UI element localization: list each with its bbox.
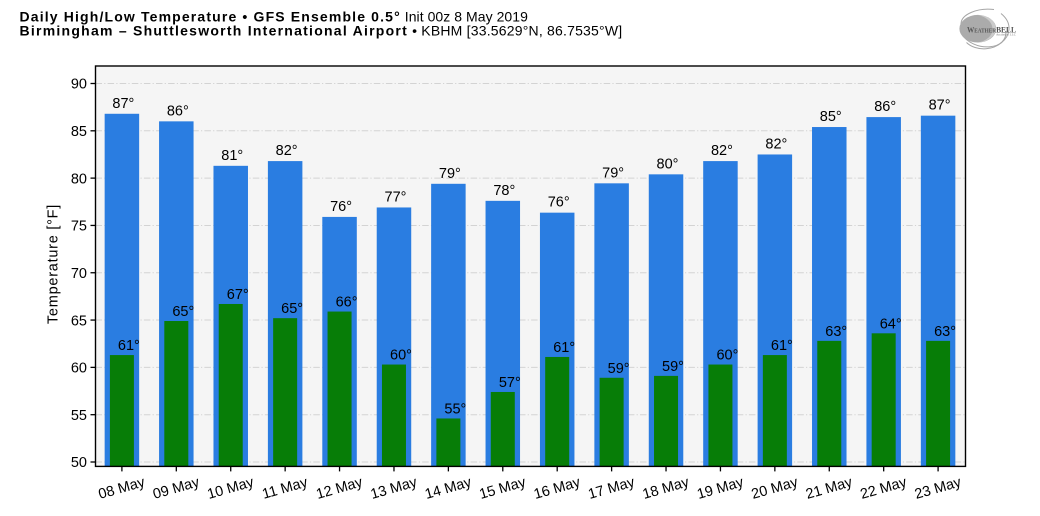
svg-text:82°: 82° <box>765 136 787 152</box>
svg-text:59°: 59° <box>662 359 684 375</box>
svg-text:55: 55 <box>71 408 87 424</box>
svg-text:75: 75 <box>71 219 87 235</box>
svg-text:60°: 60° <box>716 348 738 364</box>
svg-text:55°: 55° <box>444 401 466 417</box>
svg-text:70: 70 <box>71 266 87 282</box>
svg-text:61°: 61° <box>118 338 140 354</box>
svg-text:61°: 61° <box>771 338 793 354</box>
svg-text:59°: 59° <box>608 361 630 377</box>
svg-text:20 May: 20 May <box>750 474 801 503</box>
svg-text:81°: 81° <box>221 148 243 164</box>
svg-text:80: 80 <box>71 171 87 187</box>
svg-text:87°: 87° <box>929 98 951 114</box>
svg-text:87°: 87° <box>112 96 134 112</box>
svg-text:13 May: 13 May <box>369 474 420 503</box>
svg-text:18 May: 18 May <box>641 474 692 503</box>
svg-text:60: 60 <box>71 361 87 377</box>
svg-text:Temperature [°F]: Temperature [°F] <box>46 204 62 324</box>
svg-text:66°: 66° <box>336 295 358 311</box>
svg-text:19 May: 19 May <box>695 474 746 503</box>
svg-text:67°: 67° <box>227 287 249 303</box>
svg-text:90: 90 <box>71 77 87 93</box>
svg-text:85°: 85° <box>820 109 842 125</box>
svg-text:Daily High/Low Temperature • G: Daily High/Low Temperature • GFS Ensembl… <box>20 8 529 24</box>
svg-text:63°: 63° <box>825 324 847 340</box>
svg-text:Birmingham – Shuttlesworth Int: Birmingham – Shuttlesworth International… <box>20 22 623 38</box>
svg-text:65°: 65° <box>281 301 303 317</box>
svg-text:86°: 86° <box>167 103 189 119</box>
svg-text:57°: 57° <box>499 375 521 391</box>
svg-text:63°: 63° <box>934 324 956 340</box>
svg-text:14 May: 14 May <box>423 474 474 503</box>
svg-text:09 May: 09 May <box>151 474 202 503</box>
svg-text:76°: 76° <box>330 199 352 215</box>
svg-text:12 May: 12 May <box>314 474 365 503</box>
svg-text:86°: 86° <box>874 99 896 115</box>
svg-text:22 May: 22 May <box>859 474 910 503</box>
svg-text:78°: 78° <box>493 183 515 199</box>
svg-text:WEATHERBELL: WEATHERBELL <box>967 24 1016 34</box>
svg-text:80°: 80° <box>657 156 679 172</box>
svg-text:17 May: 17 May <box>586 474 637 503</box>
svg-text:65: 65 <box>71 313 87 329</box>
svg-text:79°: 79° <box>439 166 461 182</box>
svg-text:82°: 82° <box>711 143 733 159</box>
svg-text:Analytics LLC: Analytics LLC <box>996 32 1017 36</box>
svg-text:61°: 61° <box>553 340 575 356</box>
svg-text:64°: 64° <box>880 316 902 332</box>
svg-text:15 May: 15 May <box>478 474 529 503</box>
svg-text:85: 85 <box>71 124 87 140</box>
svg-text:08 May: 08 May <box>97 474 148 503</box>
svg-text:65°: 65° <box>172 304 194 320</box>
svg-text:11 May: 11 May <box>260 474 310 502</box>
svg-text:60°: 60° <box>390 348 412 364</box>
svg-text:77°: 77° <box>385 189 407 205</box>
svg-text:79°: 79° <box>602 165 624 181</box>
svg-text:82°: 82° <box>276 143 298 159</box>
svg-text:10 May: 10 May <box>206 474 257 503</box>
svg-text:50: 50 <box>71 455 87 471</box>
svg-text:23 May: 23 May <box>913 474 964 503</box>
svg-text:76°: 76° <box>548 195 570 211</box>
svg-text:16 May: 16 May <box>532 474 583 503</box>
svg-text:21 May: 21 May <box>804 474 855 503</box>
